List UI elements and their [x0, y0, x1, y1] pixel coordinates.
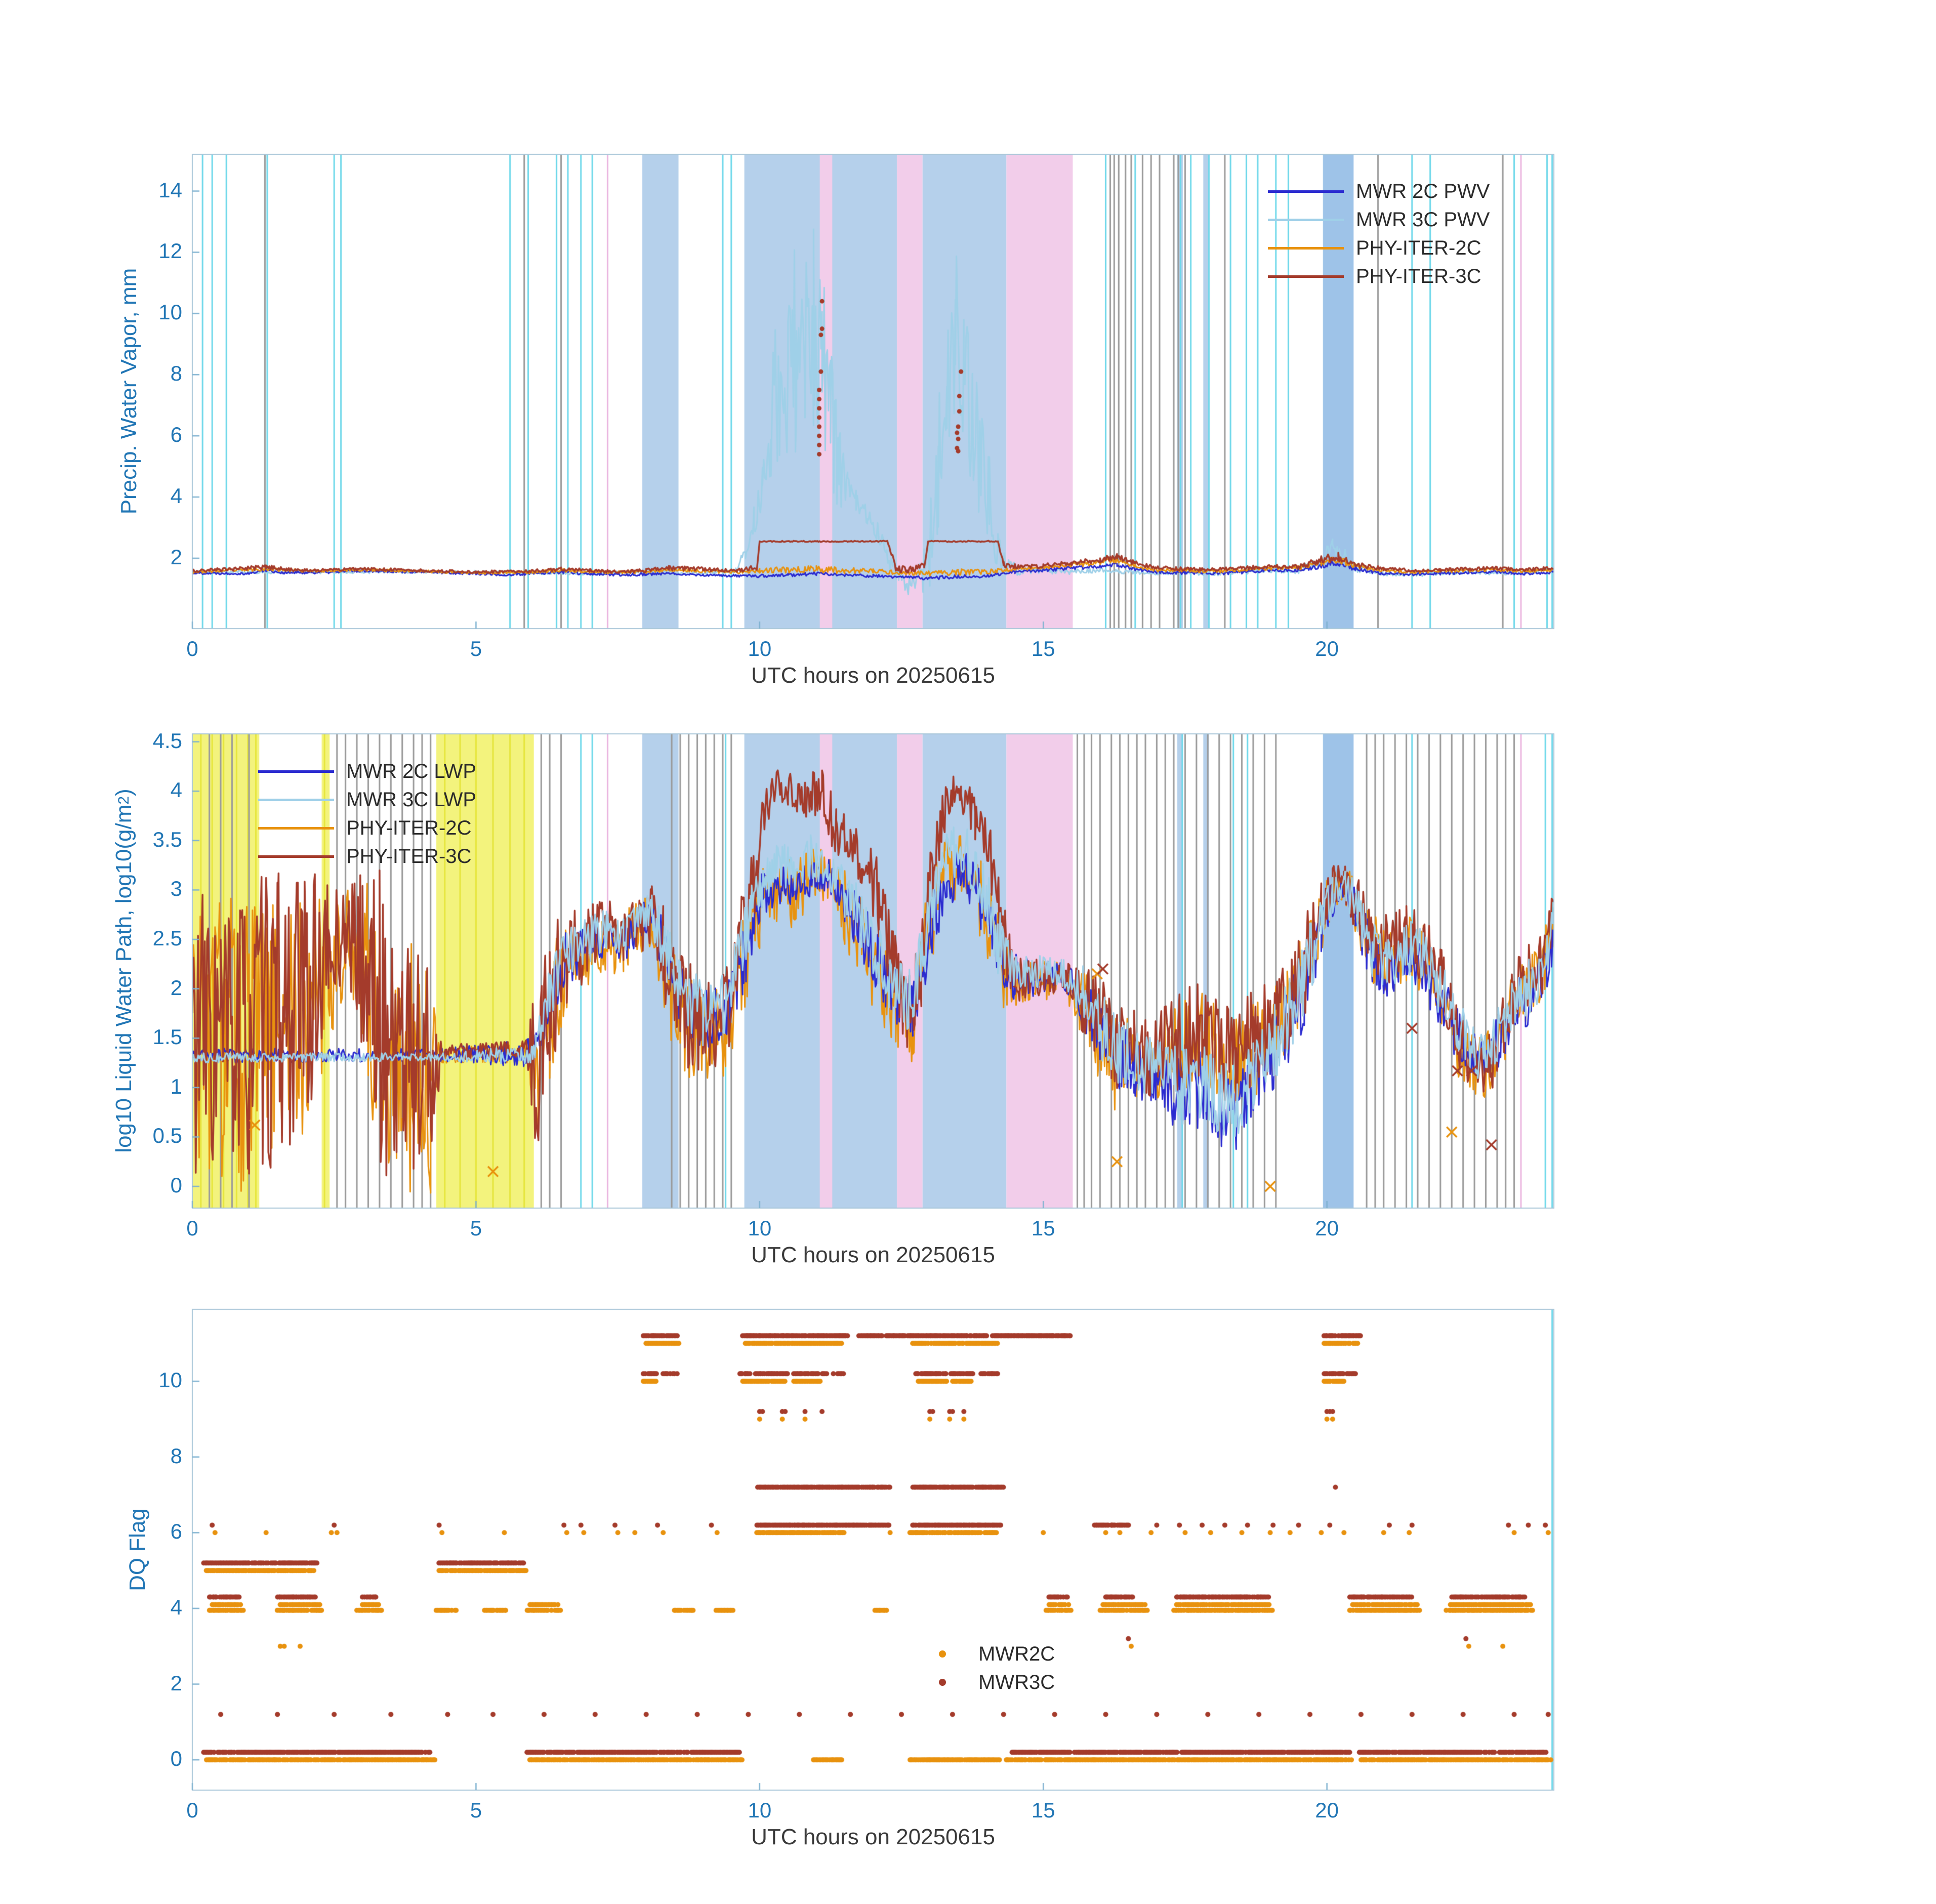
figure-page: { "figure": {"background": "#ffffff", "t…	[0, 0, 1936, 1898]
charts-canvas	[0, 0, 1936, 1898]
